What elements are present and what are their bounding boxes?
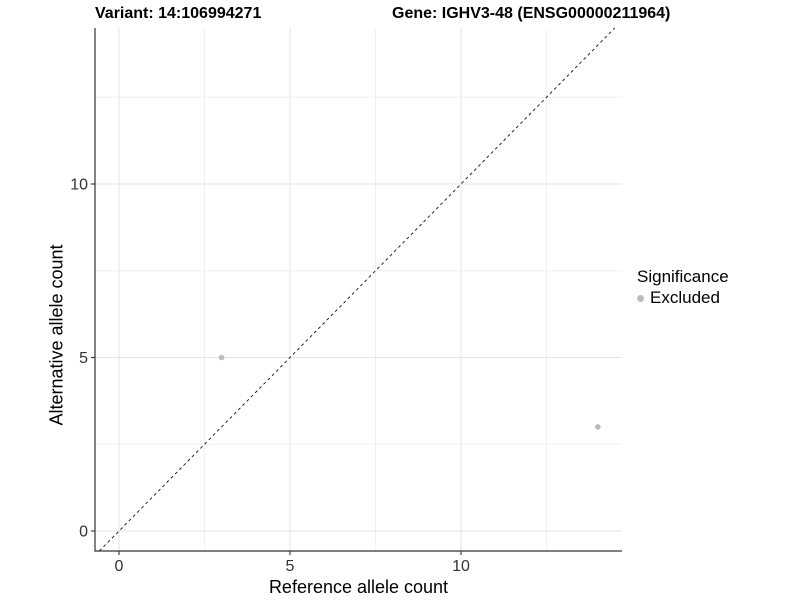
variant-title: Variant: 14:106994271 (95, 5, 262, 22)
y-axis-title: Alternative allele count (46, 244, 67, 426)
legend-entry-excluded: Excluded (637, 288, 729, 308)
data-point (218, 354, 225, 361)
data-point (595, 424, 601, 430)
x-tick-label: 5 (286, 558, 295, 575)
y-tick-label: 0 (79, 524, 88, 541)
legend-entry-label: Excluded (650, 288, 720, 307)
x-tick-label: 0 (115, 558, 124, 575)
x-axis-title: Reference allele count (268, 577, 449, 597)
dot-icon (637, 294, 644, 302)
y-tick-label: 10 (70, 177, 88, 194)
identity-reference-line (98, 27, 616, 552)
x-tick-label: 10 (452, 558, 470, 575)
legend-title: Significance (637, 267, 729, 286)
y-tick-label: 5 (79, 350, 88, 367)
legend: Significance Excluded (637, 266, 729, 308)
gene-title: Gene: IGHV3-48 (ENSG00000211964) (392, 5, 671, 22)
